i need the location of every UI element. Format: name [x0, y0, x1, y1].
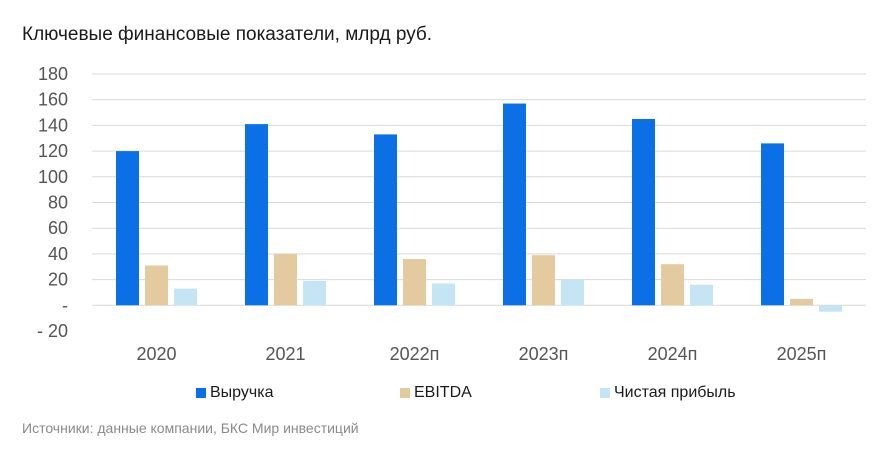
y-tick-label: 40 [48, 244, 68, 264]
grid-lines [92, 73, 866, 306]
x-tick-label: 2022п [390, 344, 440, 364]
y-tick-label: 160 [38, 90, 68, 110]
bar-ebitda-2 [403, 259, 426, 306]
y-tick-label: 20 [48, 270, 68, 290]
bar-revenue-1 [245, 124, 268, 306]
bar-net-income-1 [303, 280, 326, 306]
source-note: Источники: данные компании, БКС Мир инве… [22, 420, 359, 436]
bar-revenue-5 [761, 143, 784, 306]
bar-net-income-2 [432, 283, 455, 306]
legend-label-ebitda: EBITDA [414, 384, 472, 401]
bar-revenue-4 [632, 118, 655, 306]
bar-ebitda-5 [790, 298, 813, 306]
bar-revenue-3 [503, 103, 526, 306]
legend-item-net-income: Чистая прибыль [600, 384, 736, 402]
y-tick-label: 60 [48, 218, 68, 238]
y-tick-label: 100 [38, 167, 68, 187]
y-axis-ticks: 180 160 140 120 100 80 60 40 20 - - 20 [37, 64, 68, 341]
legend-label-revenue: Выручка [210, 384, 274, 401]
x-tick-label: 2024п [648, 344, 698, 364]
y-tick-label: 140 [38, 115, 68, 135]
legend-swatch-net-income [600, 388, 610, 398]
y-tick-label: - 20 [37, 321, 68, 341]
x-axis-ticks: 2020 2021 2022п 2023п 2024п 2025п [136, 344, 826, 364]
bar-net-income-4 [690, 284, 713, 306]
y-tick-label: 80 [48, 193, 68, 213]
x-tick-label: 2025п [777, 344, 827, 364]
chart-title: Ключевые финансовые показатели, млрд руб… [22, 24, 433, 45]
legend-swatch-revenue [196, 388, 206, 398]
x-tick-label: 2021 [265, 344, 305, 364]
legend-item-ebitda: EBITDA [400, 384, 472, 402]
y-tick-label: 120 [38, 141, 68, 161]
y-tick-label: 180 [38, 64, 68, 84]
bar-ebitda-4 [661, 264, 684, 306]
bar-net-income-3 [561, 279, 584, 306]
legend-swatch-ebitda [400, 388, 410, 398]
bar-net-income-0 [174, 288, 197, 306]
legend-item-revenue: Выручка [196, 384, 273, 402]
x-tick-label: 2023п [519, 344, 569, 364]
bar-revenue-2 [374, 134, 397, 306]
bar-ebitda-0 [145, 265, 168, 306]
bar-revenue-0 [116, 151, 139, 306]
legend-label-net-income: Чистая прибыль [614, 384, 736, 401]
x-tick-label: 2020 [136, 344, 176, 364]
bar-ebitda-1 [274, 253, 297, 306]
y-tick-label: - [62, 295, 68, 315]
bar-net-income-5 [819, 305, 842, 312]
legend: Выручка EBITDA Чистая прибыль [0, 384, 890, 406]
bars [116, 103, 842, 312]
bar-ebitda-3 [532, 255, 555, 306]
